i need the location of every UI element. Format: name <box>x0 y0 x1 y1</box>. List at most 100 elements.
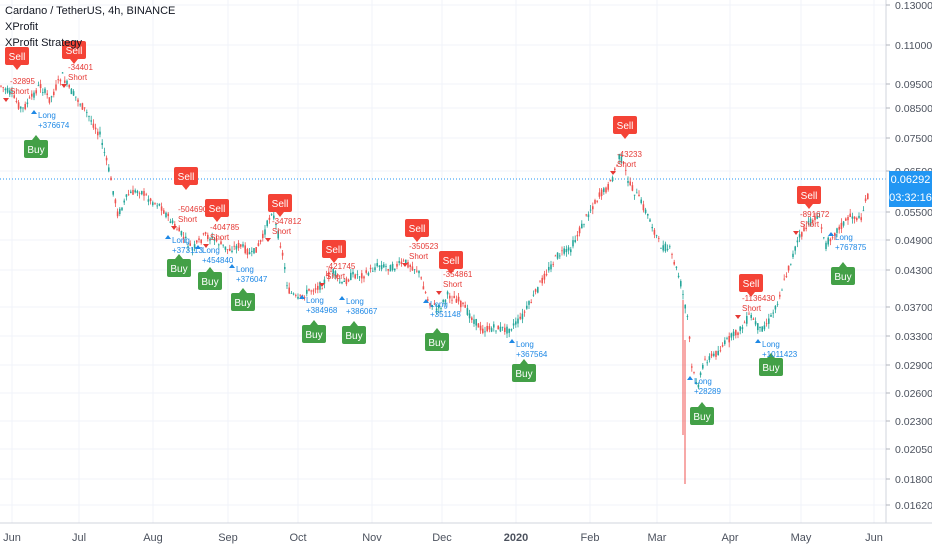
candle-body <box>532 294 535 296</box>
candle-body <box>330 271 332 273</box>
candle-body <box>213 239 216 241</box>
long-arrow-icon <box>165 235 171 239</box>
candle-body <box>792 253 794 258</box>
candle-body <box>273 215 275 219</box>
time-tick-label: Nov <box>362 532 382 544</box>
candle-body <box>264 229 266 235</box>
candle-body <box>730 333 733 338</box>
candle-body <box>79 104 81 106</box>
candle-body <box>61 72 64 74</box>
candle-body <box>442 300 444 302</box>
candle-body <box>24 103 26 110</box>
candle-body <box>587 214 590 218</box>
buy-signal[interactable]: Buy Long+376047 <box>229 264 268 311</box>
candle-body <box>609 179 612 182</box>
signal-label: Sell <box>66 46 83 57</box>
candle-body <box>178 227 180 232</box>
candle-body <box>277 230 279 239</box>
candle-body <box>451 299 453 301</box>
buy-signal[interactable]: Buy Long+367564 <box>509 339 548 382</box>
candle-body <box>378 265 381 267</box>
candle-body <box>717 350 719 356</box>
candle-body <box>385 265 387 267</box>
candle-body <box>416 270 418 272</box>
candle-body <box>746 316 748 324</box>
buy-signal[interactable]: Buy Long+373113 <box>165 235 203 277</box>
candle-body <box>567 247 570 251</box>
trade-text-line2: Short <box>272 227 292 236</box>
signal-label: Buy <box>834 272 851 283</box>
candle-body <box>22 107 24 109</box>
candle-body <box>187 246 189 247</box>
candle-body <box>391 263 394 271</box>
time-tick-label: 2020 <box>504 532 528 544</box>
trade-text-line2: +454840 <box>202 256 234 265</box>
trade-text-line2: +1011423 <box>762 350 798 359</box>
candle-body <box>433 303 436 305</box>
strategy-title[interactable]: XProfit Strategy <box>5 37 83 49</box>
candle-body <box>669 246 671 248</box>
buy-signal[interactable]: Buy Long+384968 <box>299 295 338 343</box>
buy-signal[interactable]: Buy Long+351148 <box>423 299 461 351</box>
candle-body <box>860 217 862 221</box>
candle-body <box>820 227 823 229</box>
candle-body <box>431 305 433 307</box>
candle-body <box>704 358 706 360</box>
buy-signal[interactable]: Buy Long+767875 <box>828 232 867 285</box>
candle-body <box>627 180 629 183</box>
buy-badge <box>425 333 449 351</box>
chart-legend: Cardano / TetherUS, 4h, BINANCE XProfit … <box>5 3 175 51</box>
candle-body <box>196 240 198 243</box>
buy-signal[interactable]: Buy Long+376674 <box>24 110 70 158</box>
candle-body <box>768 318 770 324</box>
candle-body <box>658 238 660 239</box>
candle-body <box>75 96 77 98</box>
short-arrow-icon <box>3 98 9 102</box>
candle-body <box>204 232 207 234</box>
candle-body <box>246 249 249 255</box>
candle-body <box>499 326 502 332</box>
candle-body <box>123 200 125 203</box>
candle-body <box>281 252 284 256</box>
current-price-badge: 0.06292 <box>889 171 932 189</box>
candle-body <box>297 296 299 299</box>
candle-body <box>112 191 114 195</box>
buy-signal[interactable]: Buy Long+386067 <box>339 296 378 344</box>
candle-body <box>449 295 451 299</box>
indicator-title[interactable]: XProfit <box>5 21 39 33</box>
buy-signal[interactable]: Buy Long+1011423 <box>755 339 798 376</box>
candle-body <box>81 103 84 110</box>
trade-text-line1: -354861 <box>443 270 473 279</box>
candle-body <box>233 245 235 247</box>
candle-body <box>198 238 200 240</box>
buy-badge <box>167 259 191 277</box>
candle-body <box>512 323 515 326</box>
candle-body <box>279 246 282 248</box>
candle-body <box>242 244 244 247</box>
candle-body <box>125 194 128 197</box>
candle-body <box>504 327 506 332</box>
buy-signal[interactable]: Buy Long+28289 <box>687 376 721 425</box>
candle-body <box>86 112 88 114</box>
candle-body <box>200 239 202 243</box>
price-tick-label: 0.09500 <box>895 79 932 91</box>
signal-label: Buy <box>428 338 445 349</box>
symbol-title[interactable]: Cardano / TetherUS, 4h, BINANCE <box>5 5 176 17</box>
sell-badge <box>739 274 763 292</box>
candle-body <box>262 233 264 239</box>
badge-pointer <box>213 217 221 222</box>
buy-signal[interactable]: Buy Long+454840 <box>195 245 234 290</box>
